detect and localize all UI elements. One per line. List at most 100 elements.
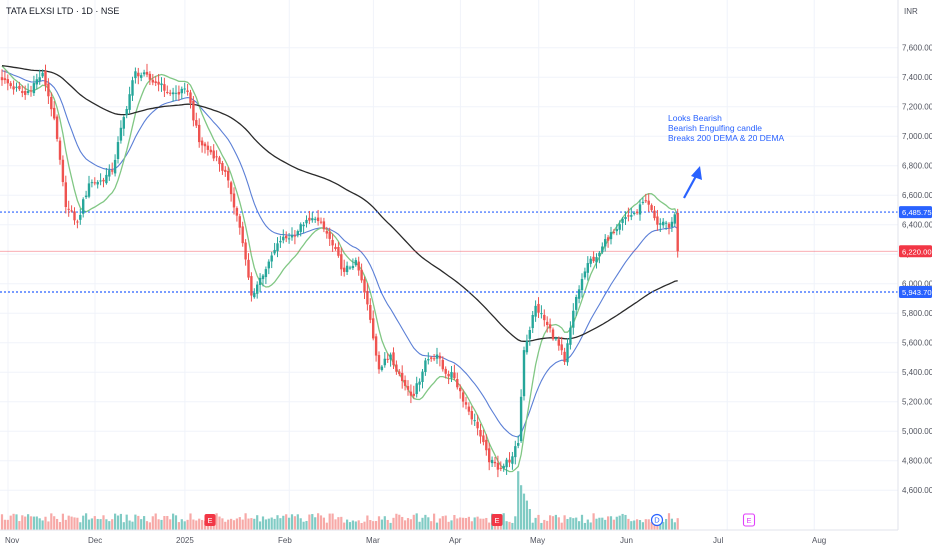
annotation-arrow-shaft	[683, 175, 697, 199]
volume-bar	[276, 515, 279, 530]
last-price-tag-label: 6,220.00	[902, 247, 932, 256]
candle	[290, 235, 294, 238]
volume-bar	[554, 514, 557, 530]
candlesticks[interactable]	[0, 63, 679, 478]
candle	[444, 368, 447, 374]
candle	[357, 261, 360, 271]
volume-bar	[56, 518, 59, 530]
candle	[84, 195, 88, 198]
volume-bar	[41, 520, 44, 530]
candle	[119, 127, 123, 141]
candle	[548, 324, 552, 329]
candle	[499, 467, 502, 469]
candle	[401, 372, 404, 382]
volume-bar	[64, 519, 67, 530]
time-tick-label: May	[530, 536, 545, 545]
candle	[386, 358, 389, 360]
candle	[137, 72, 140, 77]
volume-bar	[633, 520, 636, 530]
candle	[198, 124, 201, 143]
candle	[473, 420, 476, 422]
time-tick-label: 2025	[176, 536, 194, 545]
volume-bar	[520, 485, 523, 530]
volume-bar	[44, 516, 47, 530]
volume-bar	[296, 514, 299, 530]
candle	[224, 169, 227, 172]
volume-bar	[148, 522, 151, 530]
candle	[575, 297, 578, 310]
volume-bar	[61, 513, 64, 530]
candle	[435, 354, 439, 359]
volume-bar	[114, 513, 117, 530]
price-tick-label: 6,000.00	[902, 280, 932, 289]
volume-bar	[369, 520, 372, 530]
volume-bar	[462, 517, 465, 530]
candle	[227, 170, 230, 181]
candle	[534, 305, 537, 317]
volume-bar	[488, 522, 491, 530]
volume-bar	[288, 517, 291, 530]
volume-bar	[180, 519, 183, 530]
candle	[580, 278, 584, 291]
candle	[348, 267, 352, 269]
volume-bar	[299, 518, 302, 530]
candle	[186, 90, 189, 92]
volume-bar	[259, 521, 262, 530]
volume-bar	[195, 520, 198, 530]
candle	[3, 78, 7, 81]
volume-bar	[47, 521, 50, 530]
time-axis[interactable]: Nov Dec 2025 Feb Mar Apr May Jun Jul Aug	[0, 529, 898, 545]
candle	[589, 258, 592, 264]
candle	[302, 224, 305, 227]
volume-bar	[650, 522, 653, 530]
horizontal-levels[interactable]	[0, 211, 898, 293]
candle	[322, 221, 326, 230]
candle	[232, 193, 236, 208]
candle	[18, 85, 21, 90]
annotation-arrow-head	[691, 166, 702, 180]
price-tick-label: 5,600.00	[902, 339, 932, 348]
price-axis[interactable]: INR 7,600.00 7,400.00 7,200.00 7,000.00 6,800…	[897, 0, 932, 550]
candle	[58, 140, 62, 160]
volume-bar	[517, 471, 520, 530]
volume-bar	[398, 514, 401, 530]
candle	[177, 91, 181, 95]
volume-bar	[319, 515, 323, 530]
candle	[476, 421, 479, 429]
volume-bar	[636, 519, 639, 530]
candle	[192, 100, 195, 121]
volume-bar	[35, 516, 38, 530]
candle	[525, 340, 529, 353]
candle	[287, 238, 291, 240]
candle	[485, 439, 488, 451]
annotation-text: Looks Bearish	[668, 113, 722, 123]
earnings-badge-label: E	[207, 516, 212, 525]
candle	[551, 329, 555, 340]
volume-bar	[6, 519, 9, 530]
candle	[676, 212, 679, 252]
volume-bar	[163, 516, 166, 530]
candle	[79, 214, 82, 220]
volume-bar	[546, 520, 549, 530]
volume-bar	[305, 520, 308, 530]
volume-bar	[160, 519, 163, 530]
volume-bar	[151, 516, 154, 530]
candle	[389, 354, 392, 360]
candle	[229, 182, 233, 195]
candle	[108, 170, 111, 177]
candle	[293, 235, 297, 237]
candle	[337, 246, 340, 256]
candle	[569, 327, 572, 345]
candle	[12, 86, 15, 90]
candle	[621, 218, 624, 223]
volume-bar	[241, 519, 244, 530]
candle	[73, 211, 76, 221]
volume-bar	[293, 516, 296, 530]
candle	[157, 81, 160, 85]
volume-bar	[575, 517, 578, 530]
volume-bar	[609, 516, 613, 530]
candle	[163, 84, 166, 91]
